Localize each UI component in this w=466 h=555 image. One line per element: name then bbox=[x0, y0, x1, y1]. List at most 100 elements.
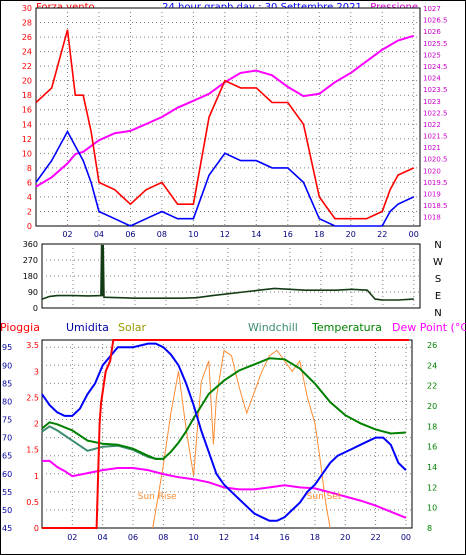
y-tick-label-pressure: 1025 bbox=[423, 51, 441, 59]
legend-entry: Temperatura bbox=[311, 321, 382, 334]
legend-entry: Windchill bbox=[248, 321, 298, 334]
legend-entry: Dew Point (°C) bbox=[392, 321, 466, 334]
y-tick-label-direction: 90 bbox=[28, 288, 38, 297]
x-tick-label: 16 bbox=[283, 230, 293, 239]
y-tick-label-humidity: 90 bbox=[2, 361, 12, 370]
y-tick-label-temperature: 18 bbox=[427, 422, 437, 431]
x-tick-label: 00 bbox=[409, 230, 419, 239]
y-tick-label-temperature: 16 bbox=[427, 443, 437, 452]
y-tick-label-temperature: 20 bbox=[427, 402, 437, 411]
y-tick-label-humidity: 45 bbox=[2, 524, 12, 533]
y-tick-label-rain: 2 bbox=[34, 420, 39, 429]
y-tick-label-pressure: 1022.5 bbox=[423, 109, 448, 117]
compass-label: N bbox=[434, 308, 441, 319]
plot-frame-weather bbox=[41, 339, 413, 529]
y-tick-label-humidity: 55 bbox=[2, 488, 12, 497]
y-tick-label-humidity: 60 bbox=[2, 470, 12, 479]
y-tick-label-pressure: 1023 bbox=[423, 98, 441, 106]
y-tick-label-pressure: 1020 bbox=[423, 167, 441, 175]
series-line bbox=[35, 34, 414, 188]
y-tick-label-rain: 3.5 bbox=[26, 341, 39, 350]
x-tick-label: 04 bbox=[94, 230, 104, 239]
y-tick-label-pressure: 1022 bbox=[423, 121, 441, 129]
y-tick-label-rain: 1 bbox=[34, 472, 39, 481]
y-tick-label-pressure: 1020.5 bbox=[423, 156, 448, 164]
y-tick-label-wind: 0 bbox=[27, 222, 32, 231]
y-tick-label-temperature: 14 bbox=[427, 463, 437, 472]
x-tick-label: 08 bbox=[158, 533, 168, 542]
y-tick-label-wind: 10 bbox=[22, 149, 32, 158]
y-tick-label-wind: 24 bbox=[22, 48, 32, 57]
x-tick-label: 12 bbox=[219, 533, 229, 542]
x-tick-label: 12 bbox=[220, 230, 230, 239]
y-tick-label-temperature: 22 bbox=[427, 382, 437, 391]
legend-entry: Umidita bbox=[66, 321, 109, 334]
y-tick-label-humidity: 85 bbox=[2, 379, 12, 388]
x-tick-label: 06 bbox=[125, 230, 135, 239]
y-tick-label-humidity: 95 bbox=[2, 343, 12, 352]
x-tick-label: 14 bbox=[251, 230, 261, 239]
x-tick-label: 20 bbox=[340, 533, 350, 542]
x-tick-label: 10 bbox=[189, 533, 199, 542]
y-tick-label-wind: 30 bbox=[22, 4, 32, 13]
series-line bbox=[41, 244, 414, 301]
sunrise-annotation: Sun Rise bbox=[138, 492, 177, 502]
x-tick-label: 14 bbox=[249, 533, 259, 542]
y-tick-label-wind: 14 bbox=[22, 120, 32, 129]
x-tick-label: 08 bbox=[157, 230, 167, 239]
y-tick-label-wind: 8 bbox=[27, 164, 32, 173]
y-tick-label-humidity: 80 bbox=[2, 397, 12, 406]
series-line bbox=[152, 349, 331, 529]
y-tick-label-pressure: 1026.5 bbox=[423, 17, 448, 25]
x-tick-label: 02 bbox=[67, 533, 77, 542]
series-line bbox=[35, 29, 415, 220]
compass-label: S bbox=[435, 274, 441, 285]
y-tick-label-humidity: 65 bbox=[2, 452, 12, 461]
y-tick-label-wind: 6 bbox=[27, 178, 32, 187]
series-line bbox=[42, 459, 407, 519]
y-tick-label-direction: 360 bbox=[23, 240, 38, 249]
y-tick-label-pressure: 1023.5 bbox=[423, 86, 448, 94]
sunset-annotation: Sun Set bbox=[307, 492, 342, 502]
x-tick-label: 16 bbox=[280, 533, 290, 542]
y-tick-label-wind: 20 bbox=[22, 77, 32, 86]
y-tick-label-pressure: 1019 bbox=[423, 191, 441, 199]
y-tick-label-wind: 28 bbox=[22, 19, 32, 28]
y-tick-label-temperature: 12 bbox=[427, 483, 437, 492]
y-tick-label-pressure: 1018 bbox=[423, 214, 441, 222]
y-tick-label-rain: 2.5 bbox=[26, 393, 39, 402]
y-tick-label-pressure: 1027 bbox=[423, 5, 441, 13]
plot-frame-wind bbox=[35, 7, 421, 227]
y-tick-label-direction: 180 bbox=[23, 272, 38, 281]
series-line bbox=[35, 129, 415, 227]
y-tick-label-temperature: 8 bbox=[427, 524, 432, 533]
x-tick-label: 20 bbox=[346, 230, 356, 239]
x-tick-label: 00 bbox=[401, 533, 411, 542]
y-tick-label-direction: 270 bbox=[23, 256, 38, 265]
y-tick-label-wind: 26 bbox=[22, 33, 32, 42]
y-tick-label-pressure: 1026 bbox=[423, 28, 441, 36]
y-tick-label-humidity: 50 bbox=[2, 506, 12, 515]
x-tick-label: 22 bbox=[377, 230, 387, 239]
y-tick-label-pressure: 1018.5 bbox=[423, 202, 448, 210]
compass-label: W bbox=[433, 257, 443, 268]
y-tick-label-pressure: 1024 bbox=[423, 75, 441, 83]
y-tick-label-temperature: 24 bbox=[427, 361, 437, 370]
compass-label: N bbox=[434, 240, 441, 251]
y-tick-label-rain: 3 bbox=[34, 367, 39, 376]
y-tick-label-temperature: 10 bbox=[427, 504, 437, 513]
compass-label: E bbox=[435, 291, 441, 302]
y-tick-label-pressure: 1019.5 bbox=[423, 179, 448, 187]
legend-entry: Pioggia bbox=[0, 321, 40, 334]
y-tick-label-pressure: 1025.5 bbox=[423, 40, 448, 48]
y-tick-label-rain: 0 bbox=[34, 524, 39, 533]
series-line bbox=[42, 339, 409, 529]
series-line bbox=[41, 342, 407, 522]
y-tick-label-wind: 22 bbox=[22, 62, 32, 71]
x-tick-label: 18 bbox=[310, 533, 320, 542]
y-tick-label-temperature: 26 bbox=[427, 341, 437, 350]
x-tick-label: 10 bbox=[188, 230, 198, 239]
x-tick-label: 22 bbox=[371, 533, 381, 542]
